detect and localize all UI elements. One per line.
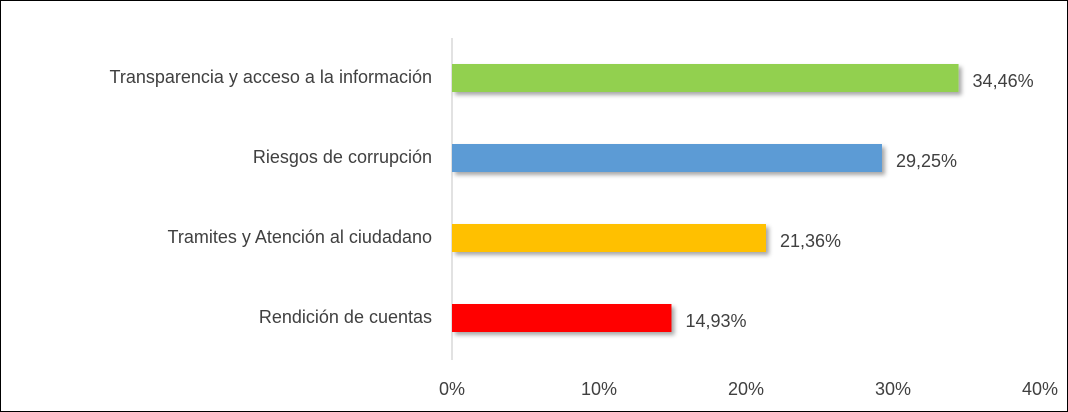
x-tick-label: 0%	[439, 379, 465, 399]
data-label: 21,36%	[780, 231, 841, 251]
bar	[452, 224, 766, 252]
bar	[452, 144, 882, 172]
x-tick-label: 10%	[581, 379, 617, 399]
x-tick-label: 40%	[1022, 379, 1058, 399]
bar	[452, 64, 959, 92]
data-label: 29,25%	[896, 151, 957, 171]
y-tick-label: Riesgos de corrupción	[253, 147, 432, 167]
y-tick-label: Rendición de cuentas	[259, 307, 432, 327]
x-tick-label: 20%	[728, 379, 764, 399]
data-label: 14,93%	[685, 311, 746, 331]
data-label: 34,46%	[973, 71, 1034, 91]
y-tick-label: Tramites y Atención al ciudadano	[168, 227, 432, 247]
x-tick-label: 30%	[875, 379, 911, 399]
y-tick-label: Transparencia y acceso a la información	[110, 67, 433, 87]
bar	[452, 304, 672, 332]
